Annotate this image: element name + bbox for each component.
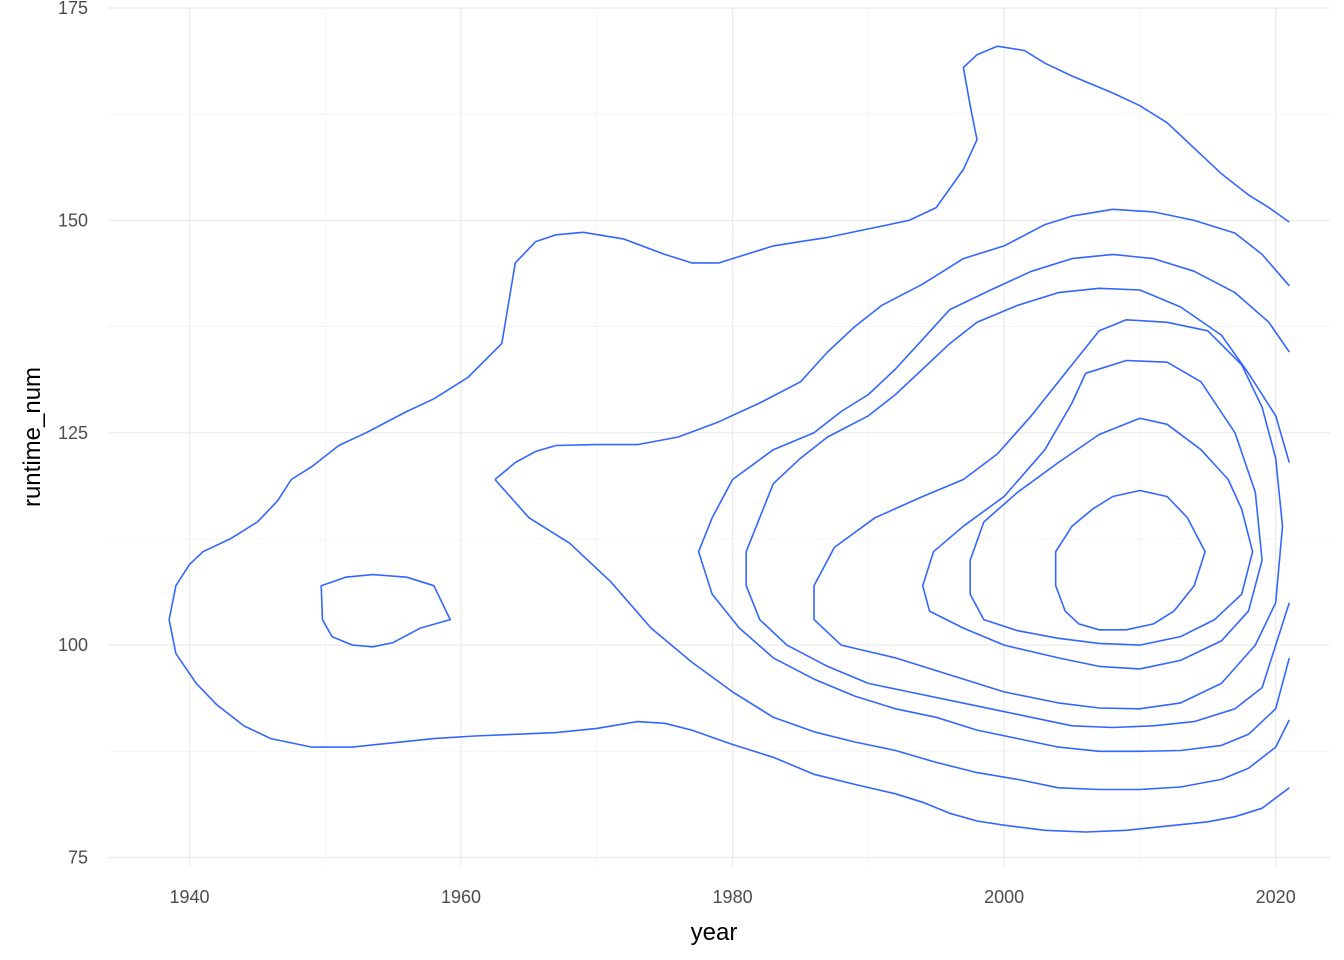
contour-line-level-8 (1054, 489, 1206, 631)
x-tick-label: 1980 (713, 887, 753, 907)
y-tick-label: 150 (58, 210, 88, 230)
y-axis-title: runtime_num (19, 367, 46, 507)
minor-gridlines (108, 8, 1330, 866)
y-tick-label: 125 (58, 423, 88, 443)
contour-line-level-3 (697, 253, 1291, 753)
x-tick-label: 2020 (1256, 887, 1296, 907)
y-tick-label: 75 (68, 848, 88, 868)
contour-line-level-2 (494, 478, 1291, 791)
contour-line-level-4 (745, 287, 1291, 729)
x-tick-label: 1960 (441, 887, 481, 907)
contour-line-level-2 (320, 573, 451, 648)
x-axis-ticks: 1940 1960 1980 2000 2020 (169, 887, 1295, 907)
contour-line-level-5 (813, 319, 1284, 710)
major-gridlines (108, 7, 1330, 866)
x-tick-label: 2000 (984, 887, 1024, 907)
contour-line-level-2 (494, 208, 1290, 481)
y-tick-label: 100 (58, 635, 88, 655)
contour-line-level-1 (168, 45, 1290, 620)
density-contours (168, 45, 1291, 833)
x-axis-title: year (691, 919, 738, 946)
y-axis-ticks: 75 100 125 150 175 (58, 0, 88, 868)
contour-line-level-1 (168, 619, 1290, 833)
contour-line-level-6 (921, 359, 1263, 670)
y-tick-label: 175 (58, 0, 88, 18)
x-tick-label: 1940 (169, 887, 209, 907)
contour-line-level-7 (969, 417, 1254, 646)
